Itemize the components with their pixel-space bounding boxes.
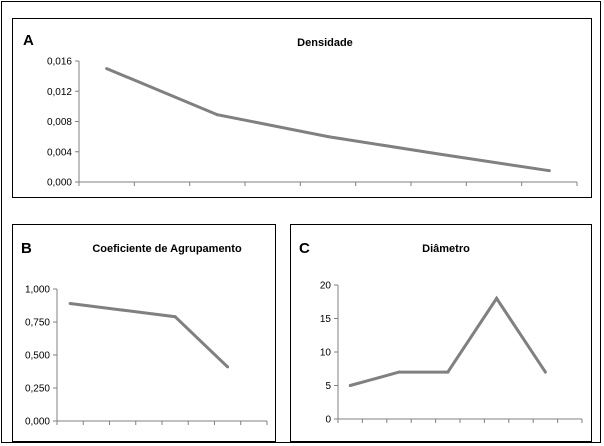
- chart-b-series-line: [69, 302, 229, 368]
- chart-b-ytick-label: 0,750: [25, 318, 50, 329]
- chart-b-title: Coeficiente de Agrupamento: [92, 243, 242, 255]
- panel-letter-a: A: [23, 32, 34, 49]
- chart-a-title: Densidade: [297, 37, 353, 49]
- chart-b-svg: B Coeficiente de Agrupamento 0,0000,2500…: [21, 240, 268, 428]
- chart-c-ytick-label: 10: [320, 348, 332, 359]
- chart-c-axes: 0 5 10 15 20: [320, 281, 583, 426]
- panel-letter-b: B: [21, 240, 32, 257]
- chart-a-data-point: [105, 67, 109, 71]
- chart-b-ytick-label: 0,500: [25, 351, 50, 362]
- chart-c-data-point: [495, 296, 499, 300]
- chart-c-svg: C Diâmetro 0 5 10 15 20: [299, 240, 583, 426]
- chart-a-data-point: [437, 152, 441, 156]
- chart-panel-b: B Coeficiente de Agrupamento 0,000 0,250 0…: [12, 224, 276, 442]
- chart-panel-a: A Densidade 0,000 0,004 0,008 0,012 0,016: [12, 18, 592, 198]
- chart-b-ytick-label: 0,000: [25, 417, 50, 428]
- chart-c-data-point: [397, 370, 401, 374]
- chart-b-axes: 0,000 0,250 0,500 0,750 1,000: [25, 285, 268, 428]
- chart-a-svg: A Densidade 0,000 0,004 0,008 0,012 0,016: [23, 32, 578, 189]
- panel-letter-c: C: [299, 240, 310, 257]
- chart-c-ytick-label: 0: [325, 415, 331, 426]
- chart-a-ytick-label: 0,012: [47, 87, 72, 98]
- chart-a-ytick-label: 0,000: [47, 178, 72, 189]
- chart-a-ytick-label: 0,008: [47, 117, 72, 128]
- chart-a-data-point: [326, 135, 330, 139]
- chart-b-ytick-label: 0,250: [25, 384, 50, 395]
- chart-a-data-point: [547, 169, 551, 173]
- chart-b-data-point: [68, 302, 72, 306]
- chart-c-data-point: [446, 370, 450, 374]
- chart-c-ytick-label: 20: [320, 281, 332, 292]
- chart-c-title: Diâmetro: [422, 243, 470, 255]
- chart-a-ytick-label: 0,016: [47, 57, 72, 68]
- chart-c-data-point: [348, 384, 352, 387]
- chart-a-data-point: [215, 113, 219, 117]
- chart-a-ytick-label: 0,004: [47, 147, 72, 158]
- chart-b-ytick-label: 1,000: [25, 285, 50, 296]
- chart-a-axes: 0,000 0,004 0,008 0,012 0,016: [47, 57, 578, 189]
- chart-panel-c: C Diâmetro 0 5 10 15 20: [290, 224, 592, 442]
- chart-a-series-line: [106, 67, 550, 173]
- chart-c-ytick-label: 5: [325, 381, 331, 392]
- chart-b-data-point: [121, 308, 125, 312]
- chart-c-data-point: [543, 370, 547, 374]
- chart-b-data-point: [226, 365, 230, 369]
- chart-c-ytick-label: 15: [320, 314, 332, 325]
- chart-b-data-point: [173, 315, 177, 319]
